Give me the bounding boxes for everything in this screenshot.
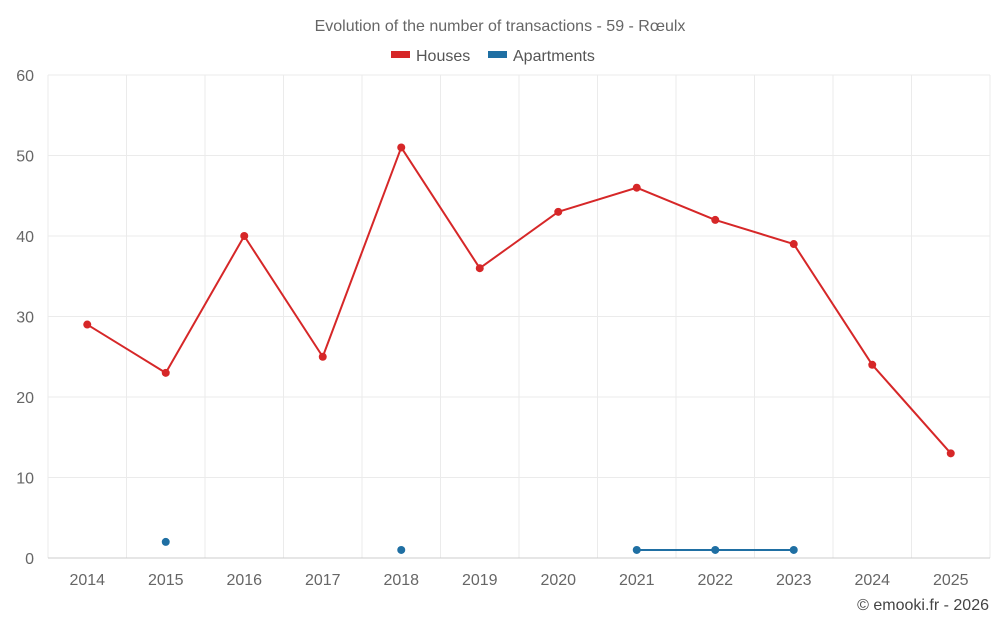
data-point-houses[interactable] <box>946 449 955 458</box>
data-point-houses[interactable] <box>318 352 327 361</box>
series-apartments <box>161 537 798 554</box>
data-point-houses[interactable] <box>397 143 406 152</box>
data-point-apartments[interactable] <box>161 537 170 546</box>
legend-item-apartments[interactable]: Apartments <box>488 48 595 65</box>
data-point-apartments[interactable] <box>711 545 720 554</box>
data-point-houses[interactable] <box>161 368 170 377</box>
data-point-houses[interactable] <box>789 240 798 249</box>
x-tick-label: 2024 <box>854 572 890 589</box>
chart-title: Evolution of the number of transactions … <box>315 18 686 35</box>
x-tick-label: 2018 <box>383 572 419 589</box>
x-tick-label: 2015 <box>148 572 184 589</box>
legend-swatch-apartments <box>488 51 507 58</box>
x-tick-label: 2023 <box>776 572 812 589</box>
y-tick-label: 30 <box>16 310 34 327</box>
data-point-houses[interactable] <box>868 360 877 369</box>
x-tick-label: 2016 <box>226 572 262 589</box>
data-point-apartments[interactable] <box>632 545 641 554</box>
y-tick-label: 10 <box>16 471 34 488</box>
credit-text: © emooki.fr - 2026 <box>857 597 989 614</box>
data-point-houses[interactable] <box>632 183 641 192</box>
legend-label-houses: Houses <box>416 48 470 65</box>
legend-swatch-houses <box>391 51 410 58</box>
legend-item-houses[interactable]: Houses <box>391 48 470 65</box>
data-point-apartments[interactable] <box>789 545 798 554</box>
y-tick-label: 20 <box>16 390 34 407</box>
data-point-houses[interactable] <box>554 207 563 216</box>
series-houses <box>83 143 955 458</box>
x-tick-label: 2017 <box>305 572 341 589</box>
y-tick-label: 50 <box>16 149 34 166</box>
legend-label-apartments: Apartments <box>513 48 595 65</box>
data-point-houses[interactable] <box>475 264 484 273</box>
y-tick-label: 60 <box>16 68 34 85</box>
series <box>83 143 955 554</box>
x-tick-label: 2021 <box>619 572 655 589</box>
data-point-apartments[interactable] <box>397 545 406 554</box>
series-line-houses <box>86 146 952 455</box>
y-tick-label: 0 <box>25 551 34 568</box>
y-tick-label: 40 <box>16 229 34 246</box>
x-tick-label: 2020 <box>540 572 576 589</box>
x-tick-label: 2025 <box>933 572 969 589</box>
axes: 0 10 20 30 40 50 60 2014 2015 2016 2017 2018 2019 202… <box>16 68 990 589</box>
data-point-houses[interactable] <box>711 215 720 224</box>
x-tick-label: 2019 <box>462 572 498 589</box>
x-tick-label: 2014 <box>69 572 105 589</box>
x-tick-label: 2022 <box>697 572 733 589</box>
data-point-houses[interactable] <box>83 320 92 329</box>
legend: Houses Apartments <box>391 48 595 65</box>
data-point-houses[interactable] <box>240 232 249 240</box>
grid <box>47 74 991 558</box>
